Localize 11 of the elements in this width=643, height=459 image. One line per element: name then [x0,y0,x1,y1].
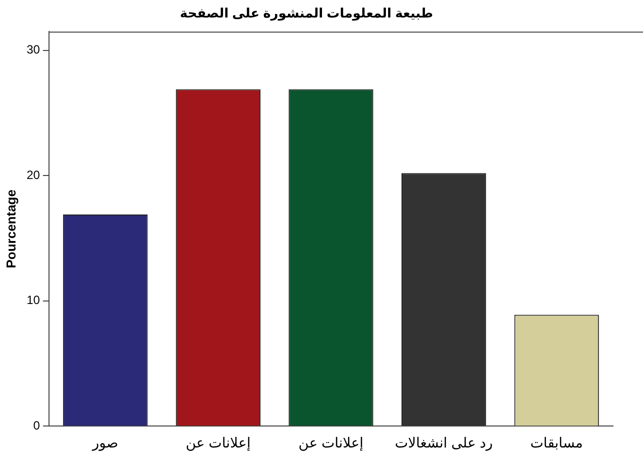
y-axis-title: Pourcentage [3,190,18,268]
x-tick-label: إعلانات عن [298,434,364,452]
y-tick-label: 20 [26,168,40,182]
y-tick-label: 30 [26,42,40,57]
x-tick-label: مسابقات [530,434,583,450]
y-tick-label: 0 [33,418,40,433]
x-tick-label: صور [91,434,118,452]
x-tick-label: رد على انشغالات [394,434,493,452]
chart-title: طبيعة المعلومات المنشورة على الصفحة [180,5,434,22]
x-tick-label: إعلانات عن [186,434,251,452]
y-tick-label: 10 [26,293,40,308]
